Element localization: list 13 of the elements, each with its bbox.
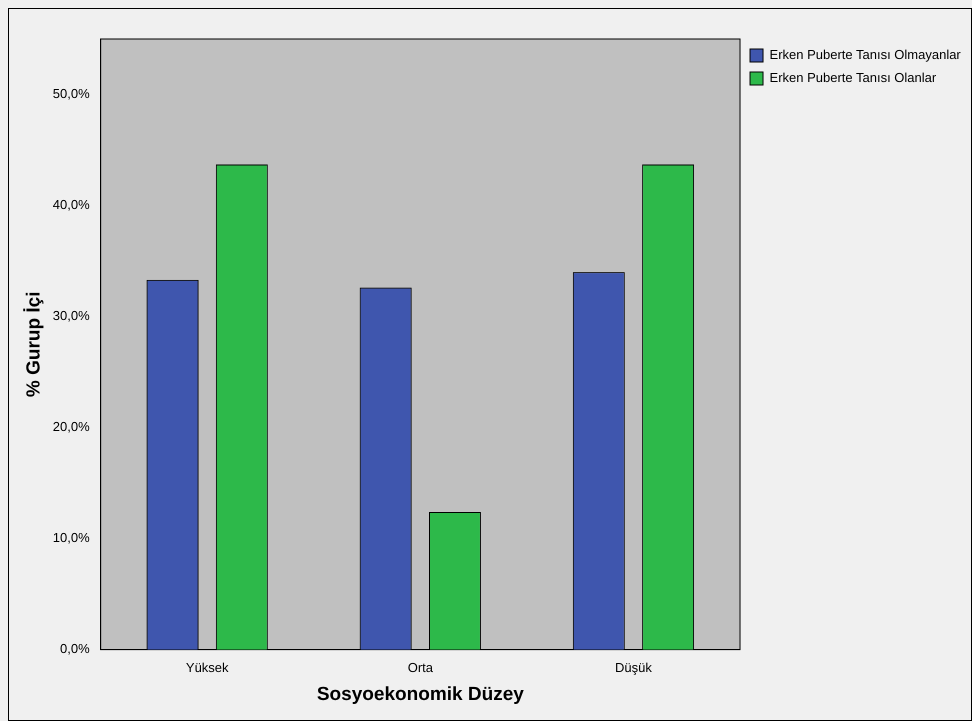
x-axis-title: Sosyoekonomik Düzey <box>316 684 524 705</box>
y-tick-label: 10,0% <box>52 530 90 546</box>
y-tick-label: 0,0% <box>60 641 90 656</box>
x-tick-label: Orta <box>408 660 434 675</box>
legend-label: Erken Puberte Tanısı Olmayanlar <box>770 47 962 62</box>
x-tick-label: Yüksek <box>186 660 230 675</box>
y-tick-label: 40,0% <box>52 197 90 212</box>
legend-label: Erken Puberte Tanısı Olanlar <box>770 70 937 86</box>
x-tick-label: Düşük <box>615 660 652 675</box>
y-axis-title: % Gurup İçi <box>22 292 45 398</box>
y-tick-label: 30,0% <box>52 308 90 324</box>
y-tick-label: 50,0% <box>52 86 90 102</box>
y-tick-label: 20,0% <box>52 419 90 434</box>
